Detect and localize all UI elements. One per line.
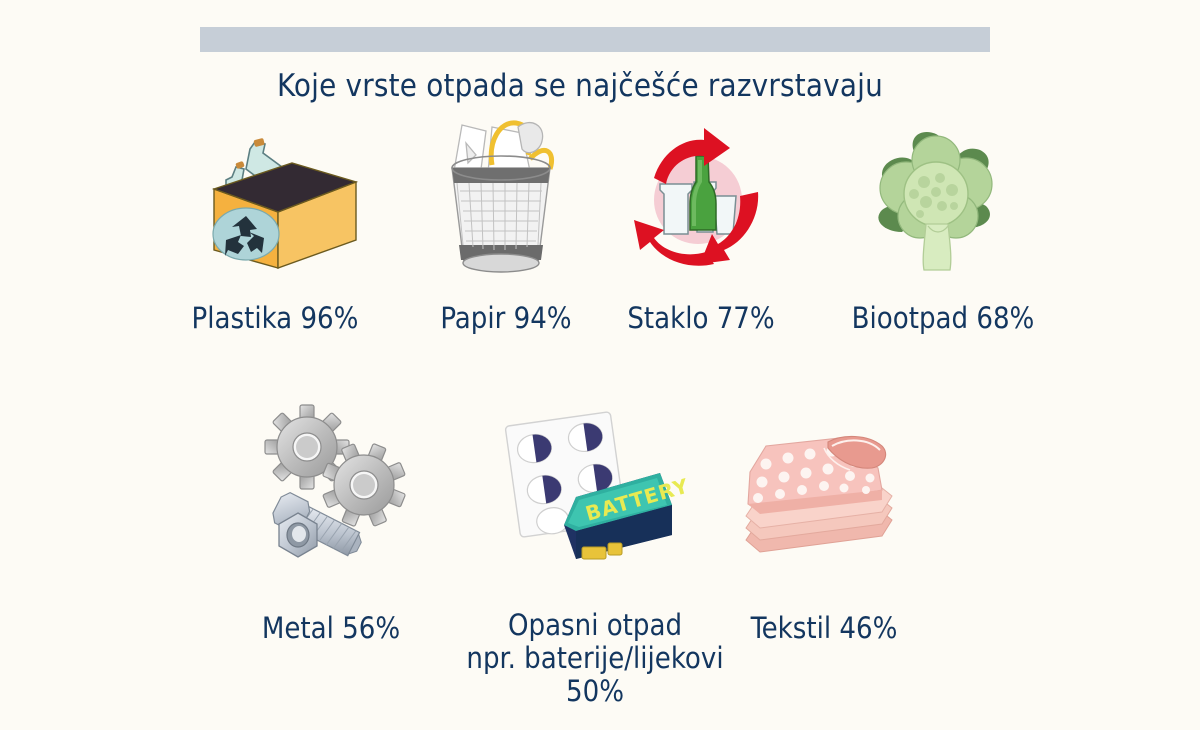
label-metal: Metal 56% [261,611,401,645]
broccoli-icon [862,128,1012,276]
label-opasni-line1: Opasni otpad [507,608,683,642]
label-plastika: Plastika 96% [191,301,359,335]
gears-bolt-nut-icon [252,404,417,567]
battery-pills-icon: BATTERY [504,411,692,566]
label-opasni-line2: npr. baterije/lijekovi [466,641,724,675]
label-opasni-line3: 50% [566,674,624,708]
label-opasni-otpad: Opasni otpad npr. baterije/lijekovi 50% [455,609,735,708]
label-tekstil: Tekstil 46% [750,611,898,645]
recycle-arrows-glass-bottles-icon [618,126,778,274]
recycling-bin-plastic-bottles-icon [196,122,366,274]
label-biootpad: Biootpad 68% [851,301,1035,335]
folded-clothes-icon [732,432,907,572]
label-staklo: Staklo 77% [627,301,775,335]
label-papir: Papir 94% [440,301,572,335]
wastebasket-paper-icon [430,113,575,278]
header-banner-bar [200,27,990,52]
page-title: Koje vrste otpada se najčešće razvrstava… [276,68,883,104]
